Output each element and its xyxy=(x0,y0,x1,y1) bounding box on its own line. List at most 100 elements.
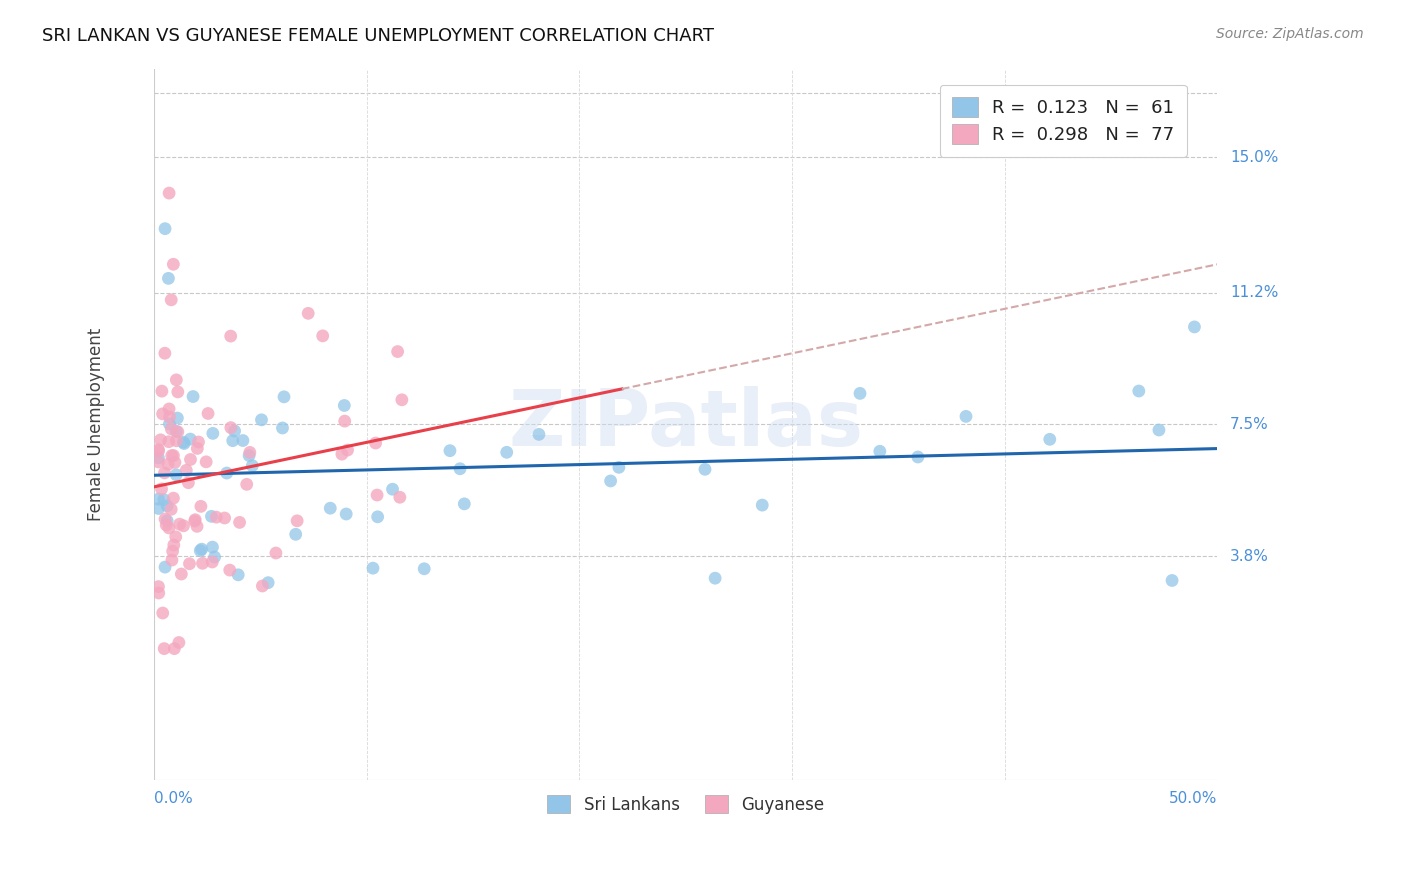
Text: 50.0%: 50.0% xyxy=(1168,791,1218,806)
Point xyxy=(173,436,195,450)
Point xyxy=(693,462,716,476)
Point xyxy=(160,502,183,516)
Point xyxy=(153,560,176,574)
Point xyxy=(173,518,195,533)
Point xyxy=(186,442,208,456)
Point xyxy=(165,425,187,439)
Point xyxy=(157,186,180,200)
Point xyxy=(162,491,184,505)
Point xyxy=(187,435,209,450)
Point xyxy=(607,460,630,475)
Point xyxy=(148,501,170,516)
Point xyxy=(201,540,224,554)
Point xyxy=(955,409,977,424)
Text: 0.0%: 0.0% xyxy=(155,791,193,806)
Point xyxy=(163,455,186,469)
Point xyxy=(1039,433,1062,447)
Legend: Sri Lankans, Guyanese: Sri Lankans, Guyanese xyxy=(536,783,837,825)
Point xyxy=(366,488,388,502)
Point xyxy=(160,293,183,307)
Point xyxy=(336,443,359,458)
Point xyxy=(148,442,170,457)
Point xyxy=(449,462,471,476)
Point xyxy=(155,518,177,533)
Point xyxy=(333,399,356,413)
Point xyxy=(156,499,179,513)
Point xyxy=(285,514,308,528)
Point xyxy=(271,421,294,435)
Point xyxy=(235,477,257,491)
Point xyxy=(264,546,287,560)
Point xyxy=(335,507,357,521)
Point xyxy=(165,530,187,544)
Point xyxy=(849,386,872,401)
Point xyxy=(162,544,184,558)
Point xyxy=(166,384,188,399)
Point xyxy=(240,458,263,473)
Point xyxy=(232,434,254,448)
Point xyxy=(250,413,273,427)
Point xyxy=(167,635,190,649)
Point xyxy=(751,498,773,512)
Point xyxy=(153,466,176,480)
Point xyxy=(388,490,411,504)
Point xyxy=(197,407,219,421)
Point xyxy=(160,553,183,567)
Point xyxy=(219,329,242,343)
Point xyxy=(177,475,200,490)
Point xyxy=(172,435,194,450)
Point xyxy=(162,257,184,271)
Point xyxy=(381,482,404,496)
Point xyxy=(1128,384,1150,398)
Point xyxy=(204,549,226,564)
Point xyxy=(361,561,384,575)
Point xyxy=(160,422,183,436)
Point xyxy=(148,444,170,458)
Point xyxy=(201,555,224,569)
Point xyxy=(157,271,180,285)
Point xyxy=(170,567,193,582)
Point xyxy=(257,575,280,590)
Point xyxy=(495,445,517,459)
Text: 15.0%: 15.0% xyxy=(1230,150,1278,165)
Point xyxy=(439,443,461,458)
Point xyxy=(153,641,176,656)
Point xyxy=(1184,319,1206,334)
Point xyxy=(157,401,180,416)
Point xyxy=(367,509,389,524)
Point xyxy=(153,221,176,235)
Text: ZIPatlas: ZIPatlas xyxy=(508,386,863,462)
Point xyxy=(165,467,187,482)
Point xyxy=(167,425,190,439)
Point xyxy=(228,516,250,530)
Point xyxy=(159,417,181,431)
Text: Female Unemployment: Female Unemployment xyxy=(87,327,105,521)
Point xyxy=(148,586,170,600)
Point xyxy=(226,567,249,582)
Point xyxy=(364,436,387,450)
Point xyxy=(238,449,260,463)
Point xyxy=(184,513,207,527)
Point xyxy=(156,514,179,528)
Point xyxy=(179,432,201,446)
Point xyxy=(166,411,188,425)
Point xyxy=(239,445,262,459)
Point xyxy=(184,514,207,528)
Point xyxy=(218,563,240,577)
Point xyxy=(527,427,550,442)
Point xyxy=(200,509,222,524)
Point xyxy=(219,420,242,434)
Point xyxy=(413,562,436,576)
Point xyxy=(176,463,198,477)
Point xyxy=(190,500,212,514)
Point xyxy=(157,434,180,449)
Text: 7.5%: 7.5% xyxy=(1230,417,1268,432)
Point xyxy=(152,606,174,620)
Point xyxy=(169,517,191,532)
Point xyxy=(214,511,236,525)
Point xyxy=(148,580,170,594)
Point xyxy=(148,455,170,469)
Point xyxy=(150,384,173,398)
Point xyxy=(163,641,186,656)
Point xyxy=(159,409,181,424)
